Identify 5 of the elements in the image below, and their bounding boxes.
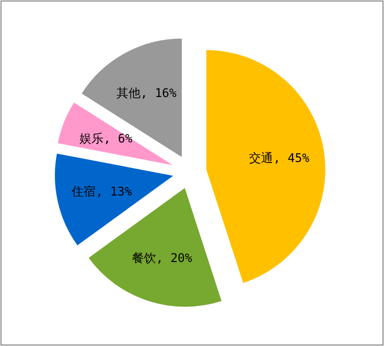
slice-label: 交通, 45% [249, 150, 310, 165]
slice-label: 其他, 16% [116, 86, 178, 100]
slice-label: 餐饮, 20% [132, 250, 193, 265]
slice-label: 住宿, 13% [70, 184, 133, 199]
slice-label: 娱乐, 6% [79, 132, 134, 146]
